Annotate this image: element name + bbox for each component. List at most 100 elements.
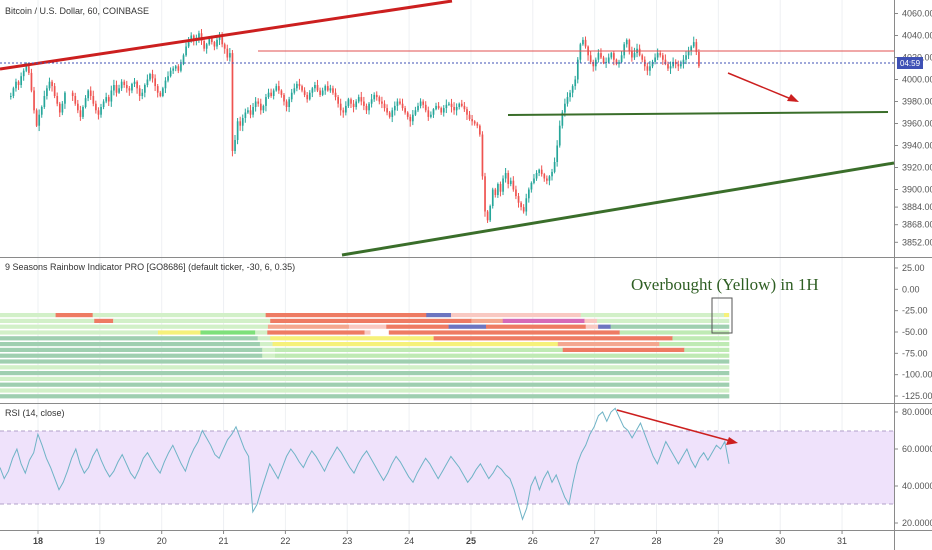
candle-body — [316, 85, 319, 91]
candle-body — [285, 101, 288, 107]
candle-body — [205, 44, 208, 49]
rainbow-cell — [0, 330, 159, 335]
candle-body — [435, 105, 437, 110]
candle-body — [151, 74, 154, 79]
rainbow-cell — [580, 313, 730, 318]
time-tick-label: 30 — [775, 536, 785, 546]
rainbow-cell — [597, 318, 730, 323]
candle-body — [22, 70, 25, 77]
candle-body — [156, 86, 159, 93]
time-tick-label: 23 — [342, 536, 352, 546]
candle-body — [288, 99, 291, 107]
candle-body — [479, 125, 481, 135]
candle-body — [685, 55, 687, 60]
price-tick-label: 3900.00 — [902, 185, 932, 195]
candle-body — [357, 97, 360, 102]
candle-body — [159, 92, 162, 96]
candle-body — [569, 92, 571, 98]
price-projection-arrow-line[interactable] — [727, 72, 797, 102]
rsi-axis: 80.0000 60.0000 40.0000 20.0000 — [894, 407, 932, 528]
time-tick-label: 19 — [95, 536, 105, 546]
candle-body — [280, 90, 283, 95]
overbought-marker-box[interactable] — [711, 297, 733, 334]
candle-body — [623, 44, 626, 56]
candle-body — [571, 86, 574, 93]
rainbow-cell — [262, 347, 276, 352]
time-tick-label: 24 — [404, 536, 414, 546]
candle-body — [174, 66, 177, 69]
candle-body — [301, 86, 303, 91]
rainbow-cell — [0, 318, 95, 323]
candle-body — [363, 101, 365, 106]
candle-body — [254, 101, 257, 107]
price-tick-label: 4000.00 — [902, 75, 932, 85]
price-pane-title: Bitcoin / U.S. Dollar, 60, COINBASE — [5, 6, 149, 16]
candle-body — [185, 46, 187, 56]
candle-body — [95, 103, 97, 111]
candle-body — [682, 59, 685, 65]
rainbow-cell — [270, 336, 434, 341]
rsi-divergence-arrow-line[interactable] — [616, 409, 735, 443]
current-price-tag-label: 04:59 — [900, 59, 921, 68]
support-horizontal-line[interactable] — [507, 111, 889, 116]
candle-body — [698, 52, 700, 67]
rainbow-cell — [659, 342, 730, 347]
candle-body — [383, 103, 386, 109]
candle-body — [641, 55, 644, 60]
candle-body — [113, 85, 115, 91]
candle-body — [481, 134, 484, 177]
candle-body — [56, 96, 59, 104]
price-tick-label: 3852.00 — [902, 237, 932, 247]
candle-body — [314, 85, 316, 89]
candle-body — [290, 92, 293, 100]
price-tick-label: 4060.00 — [902, 9, 932, 19]
upper-red-trendline[interactable] — [0, 0, 453, 71]
candle-body — [517, 196, 520, 203]
candle-body — [535, 173, 538, 179]
candle-body — [12, 88, 15, 96]
rsi-band — [0, 431, 894, 504]
candle-body — [136, 81, 138, 89]
candle-body — [10, 96, 12, 97]
candle-body — [551, 171, 553, 177]
candle-body — [177, 66, 180, 71]
rainbow-cell — [0, 371, 730, 376]
candle-body — [494, 189, 497, 195]
candle-body — [187, 39, 190, 47]
price-projection-arrowhead — [787, 94, 799, 102]
rsi-tick-label: 60.0000 — [902, 444, 932, 454]
candle-body — [28, 66, 30, 73]
candle-body — [649, 66, 651, 71]
candle-body — [607, 57, 610, 62]
candle-body — [401, 103, 404, 109]
time-tick-label: 20 — [157, 536, 167, 546]
candle-body — [115, 85, 118, 93]
candle-body — [105, 97, 108, 102]
candle-body — [332, 88, 334, 93]
candle-body — [522, 207, 525, 212]
candle-body — [486, 211, 489, 221]
candle-body — [393, 105, 396, 111]
candle-body — [200, 33, 203, 41]
rainbow-cell — [200, 330, 256, 335]
rising-support-trendline[interactable] — [341, 161, 895, 257]
candle-body — [370, 99, 373, 104]
candle-body — [654, 57, 656, 62]
rainbow-cell — [267, 324, 350, 329]
time-tick-label: 26 — [528, 536, 538, 546]
candle-body — [138, 88, 141, 96]
candle-body — [406, 112, 409, 117]
candle-body — [460, 103, 463, 106]
candle-body — [208, 37, 211, 45]
rainbow-indicator-bands — [0, 313, 730, 399]
rsi-tick-label: 80.0000 — [902, 407, 932, 417]
candle-body — [589, 55, 592, 62]
candle-body — [48, 81, 51, 89]
rainbow-cell — [0, 353, 263, 358]
candle-body — [360, 97, 363, 102]
candle-body — [625, 39, 628, 45]
candle-body — [118, 88, 120, 93]
candle-body — [352, 103, 355, 107]
rainbow-cell — [94, 318, 114, 323]
candle-body — [690, 46, 693, 51]
